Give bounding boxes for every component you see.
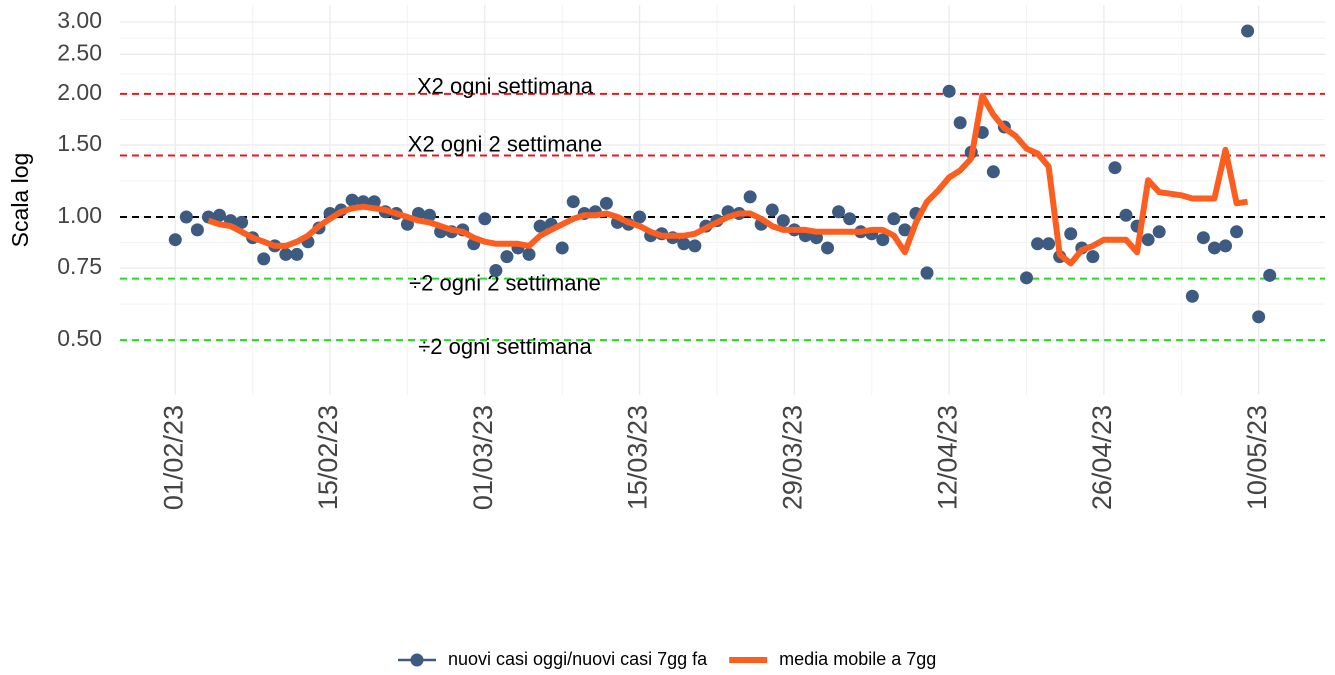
y-tick-label: 1.00: [57, 202, 102, 228]
data-point: [1086, 250, 1100, 264]
legend-label: nuovi casi oggi/nuovi casi 7gg fa: [448, 649, 708, 669]
y-tick-label: 0.75: [57, 253, 102, 279]
x-tick-label: 10/05/23: [1242, 405, 1272, 510]
x-tick-label: 29/03/23: [777, 405, 807, 510]
data-point: [279, 247, 293, 261]
data-point: [887, 212, 901, 226]
y-axis-label: Scala log: [7, 153, 33, 248]
data-point: [1252, 310, 1266, 324]
data-point: [832, 205, 846, 219]
data-point: [168, 233, 182, 247]
data-point: [190, 223, 204, 237]
y-tick-label: 3.00: [57, 7, 102, 33]
legend-swatch: [410, 653, 424, 667]
data-point: [876, 233, 890, 247]
data-point: [1064, 227, 1078, 241]
data-point: [257, 252, 271, 266]
data-point: [423, 208, 437, 222]
data-point: [942, 84, 956, 98]
data-point: [953, 116, 967, 130]
data-point: [599, 196, 613, 210]
data-point: [898, 223, 912, 237]
data-point: [688, 239, 702, 253]
x-tick-label: 01/02/23: [158, 405, 188, 510]
data-point: [522, 247, 536, 261]
data-point: [290, 247, 304, 261]
legend: nuovi casi oggi/nuovi casi 7gg fa media m…: [398, 649, 936, 669]
x-tick-label: 15/02/23: [313, 405, 343, 510]
data-point: [345, 193, 359, 207]
reference-label: X2 ogni settimana: [417, 74, 594, 99]
data-point: [566, 195, 580, 209]
legend-label: media mobile a 7gg: [779, 649, 936, 669]
y-tick-label: 0.50: [57, 325, 102, 351]
data-point: [677, 237, 691, 251]
data-point: [179, 210, 193, 224]
data-point: [1241, 24, 1255, 38]
data-point: [843, 212, 857, 226]
data-point: [212, 208, 226, 222]
data-point: [765, 203, 779, 217]
x-tick-label: 15/03/23: [623, 405, 653, 510]
data-point: [533, 219, 547, 233]
data-point: [1119, 208, 1133, 222]
data-point: [1185, 289, 1199, 303]
reference-label: X2 ogni 2 settimane: [408, 131, 602, 156]
x-tick-label: 26/04/23: [1087, 405, 1117, 510]
y-tick-label: 2.00: [57, 79, 102, 105]
moving-average-line: [207, 92, 1249, 267]
data-point: [1196, 231, 1210, 245]
y-tick-label: 2.50: [57, 39, 102, 65]
y-tick-label: 1.50: [57, 130, 102, 156]
data-point: [489, 263, 503, 277]
reference-label: ÷2 ogni 2 settimane: [409, 270, 601, 295]
data-point: [821, 241, 835, 255]
reference-label: ÷2 ogni settimana: [418, 334, 592, 359]
data-point: [986, 165, 1000, 179]
data-point: [1263, 268, 1277, 282]
data-point: [1108, 161, 1122, 175]
data-point: [235, 215, 249, 229]
data-point: [1020, 271, 1034, 285]
data-point: [1219, 239, 1233, 253]
data-point: [1141, 233, 1155, 247]
x-tick-label: 01/03/23: [468, 405, 498, 510]
data-point: [478, 212, 492, 226]
data-point: [555, 241, 569, 255]
data-point: [743, 190, 757, 204]
data-point: [776, 214, 790, 228]
x-tick-label: 12/04/23: [932, 405, 962, 510]
data-point: [633, 210, 647, 224]
data-point: [1042, 237, 1056, 251]
data-point: [920, 266, 934, 280]
data-point: [1031, 237, 1045, 251]
data-point: [500, 250, 514, 264]
data-point: [1230, 225, 1244, 239]
data-point: [1152, 225, 1166, 239]
data-point: [1207, 241, 1221, 255]
